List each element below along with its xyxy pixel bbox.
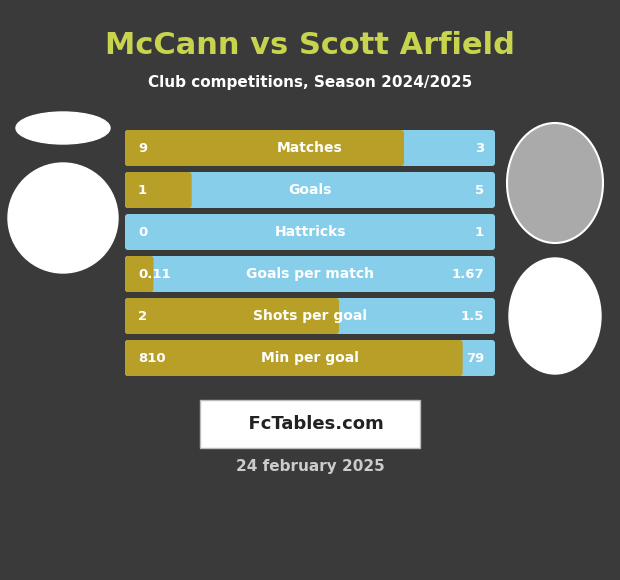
Text: 2: 2 xyxy=(138,310,147,322)
Ellipse shape xyxy=(16,112,110,144)
FancyBboxPatch shape xyxy=(125,340,463,376)
Text: 0: 0 xyxy=(138,226,148,238)
Text: McCann vs Scott Arfield: McCann vs Scott Arfield xyxy=(105,31,515,60)
FancyBboxPatch shape xyxy=(125,130,495,166)
Text: 1.67: 1.67 xyxy=(451,267,484,281)
Ellipse shape xyxy=(507,123,603,243)
Text: FcTables.com: FcTables.com xyxy=(236,415,384,433)
Text: 1.5: 1.5 xyxy=(461,310,484,322)
Text: Shots per goal: Shots per goal xyxy=(253,309,367,323)
Text: 24 february 2025: 24 february 2025 xyxy=(236,459,384,474)
Text: Matches: Matches xyxy=(277,141,343,155)
Ellipse shape xyxy=(8,163,118,273)
Text: 1: 1 xyxy=(138,183,147,197)
FancyBboxPatch shape xyxy=(125,340,495,376)
FancyBboxPatch shape xyxy=(125,256,495,292)
FancyBboxPatch shape xyxy=(125,298,495,334)
Text: Club competitions, Season 2024/2025: Club competitions, Season 2024/2025 xyxy=(148,74,472,89)
Text: 3: 3 xyxy=(475,142,484,154)
FancyBboxPatch shape xyxy=(125,172,495,208)
FancyBboxPatch shape xyxy=(125,172,192,208)
Text: 9: 9 xyxy=(138,142,147,154)
FancyBboxPatch shape xyxy=(125,214,495,250)
Text: Hattricks: Hattricks xyxy=(274,225,346,239)
FancyBboxPatch shape xyxy=(125,256,154,292)
Text: Min per goal: Min per goal xyxy=(261,351,359,365)
FancyBboxPatch shape xyxy=(125,130,404,166)
Text: 1: 1 xyxy=(475,226,484,238)
Text: Goals per match: Goals per match xyxy=(246,267,374,281)
FancyBboxPatch shape xyxy=(125,298,339,334)
Text: 5: 5 xyxy=(475,183,484,197)
Text: 0.11: 0.11 xyxy=(138,267,170,281)
Ellipse shape xyxy=(509,258,601,374)
FancyBboxPatch shape xyxy=(200,400,420,448)
Text: 810: 810 xyxy=(138,351,166,364)
Text: Goals: Goals xyxy=(288,183,332,197)
Text: 79: 79 xyxy=(466,351,484,364)
